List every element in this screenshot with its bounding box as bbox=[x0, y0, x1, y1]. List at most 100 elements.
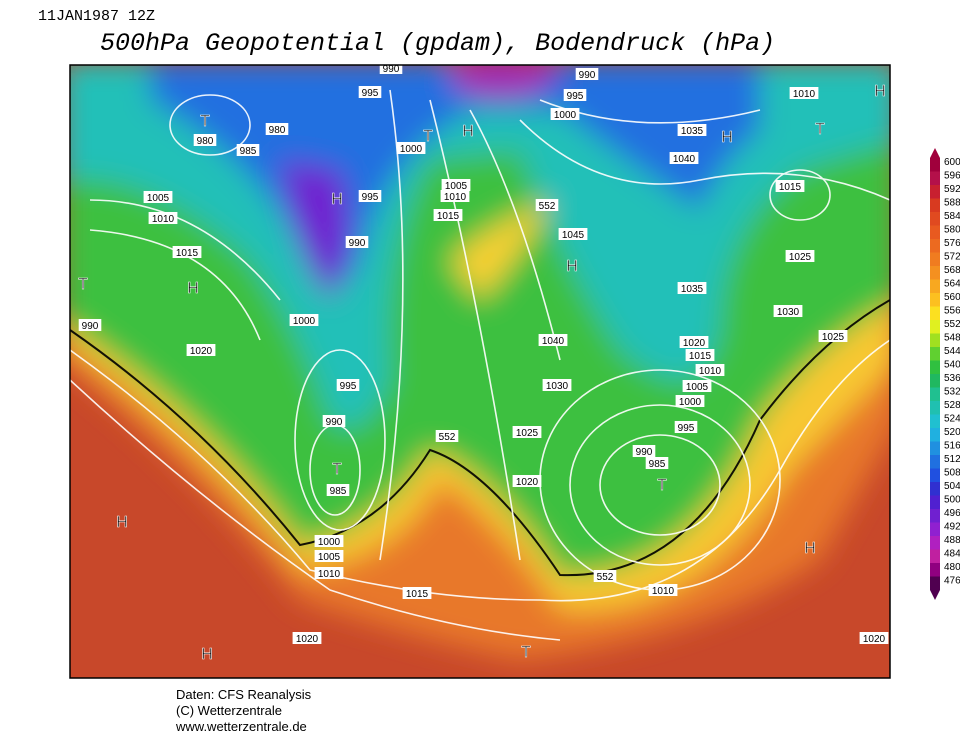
isobar-label: 1010 bbox=[793, 89, 816, 100]
legend-swatch bbox=[930, 306, 940, 320]
pressure-center: T bbox=[521, 644, 531, 661]
isobar-label: 1020 bbox=[863, 634, 886, 645]
legend-tick-label: 564 bbox=[944, 279, 960, 290]
isobar-label-box bbox=[433, 209, 463, 221]
isobar-label-box bbox=[440, 190, 470, 202]
isobar-label: 990 bbox=[82, 321, 99, 332]
isobar-label-box bbox=[550, 108, 580, 120]
isobar-label-box bbox=[859, 632, 889, 644]
legend-swatch bbox=[930, 266, 940, 280]
legend-swatch bbox=[930, 320, 940, 334]
legend-tick-label: 572 bbox=[944, 252, 960, 263]
isobar-label-box bbox=[148, 212, 178, 224]
legend-arrow-bottom bbox=[930, 590, 940, 600]
legend-swatch bbox=[930, 482, 940, 496]
pressure-center: H bbox=[874, 83, 886, 100]
isobar-label: 552 bbox=[597, 572, 614, 583]
isobar-label-box bbox=[336, 379, 360, 391]
legend-tick-label: 576 bbox=[944, 238, 960, 249]
legend-swatch bbox=[930, 239, 940, 253]
legend-tick-label: 596 bbox=[944, 171, 960, 182]
legend-tick-label: 548 bbox=[944, 333, 960, 344]
legend-tick-label: 536 bbox=[944, 373, 960, 384]
isobar-label-box bbox=[358, 86, 382, 98]
isobar-label: 995 bbox=[362, 192, 379, 203]
legend-swatch bbox=[930, 333, 940, 347]
legend-tick-label: 484 bbox=[944, 549, 960, 560]
isobar-label-box bbox=[512, 426, 542, 438]
legend-swatch bbox=[930, 198, 940, 212]
isobar-label-box bbox=[677, 124, 707, 136]
isobar-label: 985 bbox=[330, 486, 347, 497]
isobar-label: 1020 bbox=[296, 634, 319, 645]
pressure-center: H bbox=[201, 646, 213, 663]
isobar-label-box bbox=[314, 550, 344, 562]
isobar-label: 1000 bbox=[293, 316, 316, 327]
isobar-label-box bbox=[236, 144, 260, 156]
legend-swatch bbox=[930, 509, 940, 523]
isobar-label-box bbox=[773, 305, 803, 317]
isobar-label-box bbox=[186, 344, 216, 356]
legend-swatch bbox=[930, 495, 940, 509]
legend-tick-label: 516 bbox=[944, 441, 960, 452]
pressure-center: T bbox=[423, 128, 433, 145]
isobar-label: 980 bbox=[197, 136, 214, 147]
legend-swatch bbox=[930, 171, 940, 185]
date: 11JAN1987 12Z bbox=[38, 8, 155, 25]
isobar-label: 1010 bbox=[652, 586, 675, 597]
isobar-label-box bbox=[441, 179, 471, 191]
footer-line: Daten: CFS Reanalysis bbox=[176, 687, 312, 702]
isobar-label: 1015 bbox=[437, 211, 460, 222]
legend-tick-label: 540 bbox=[944, 360, 960, 371]
legend-tick-label: 560 bbox=[944, 292, 960, 303]
legend-tick-label: 480 bbox=[944, 562, 960, 573]
legend-swatch bbox=[930, 536, 940, 550]
isobar-label-box bbox=[538, 334, 568, 346]
legend-swatch bbox=[930, 414, 940, 428]
legend-tick-label: 528 bbox=[944, 400, 960, 411]
isobar-label: 1005 bbox=[147, 193, 170, 204]
pressure-center: T bbox=[200, 113, 210, 130]
isobar-label-box bbox=[265, 123, 289, 135]
isobar-label-box bbox=[789, 87, 819, 99]
isobar-label: 1000 bbox=[679, 397, 702, 408]
legend-swatch bbox=[930, 293, 940, 307]
isobar-label-box bbox=[326, 484, 350, 496]
legend-swatch bbox=[930, 360, 940, 374]
isobar-label: 990 bbox=[383, 64, 400, 75]
isobar-label: 1010 bbox=[152, 214, 175, 225]
legend-swatch bbox=[930, 185, 940, 199]
isobar-label-box bbox=[818, 330, 848, 342]
isobar-label-box bbox=[143, 191, 173, 203]
pressure-center: H bbox=[116, 514, 128, 531]
isobar-label-box bbox=[563, 89, 587, 101]
isobar-label-box bbox=[172, 246, 202, 258]
isobar-label: 552 bbox=[539, 201, 556, 212]
isobar-label-box bbox=[78, 319, 102, 331]
legend-tick-label: 544 bbox=[944, 346, 960, 357]
legend-swatch bbox=[930, 455, 940, 469]
isobar-label: 985 bbox=[240, 146, 257, 157]
legend-tick-label: 532 bbox=[944, 387, 960, 398]
legend-tick-label: 592 bbox=[944, 184, 960, 195]
isobar-label: 1045 bbox=[562, 230, 585, 241]
isobar-label: 1005 bbox=[686, 382, 709, 393]
isobar-label: 1015 bbox=[779, 182, 802, 193]
legend-tick-label: 584 bbox=[944, 211, 960, 222]
legend-tick-label: 488 bbox=[944, 535, 960, 546]
isobar-label: 980 bbox=[269, 125, 286, 136]
pressure-center: T bbox=[815, 121, 825, 138]
isobar-label-box bbox=[674, 421, 698, 433]
legend-tick-label: 496 bbox=[944, 508, 960, 519]
isobar-label: 990 bbox=[636, 447, 653, 458]
legend-swatch bbox=[930, 549, 940, 563]
legend-tick-label: 500 bbox=[944, 495, 960, 506]
pressure-center: H bbox=[721, 129, 733, 146]
isobar-label: 1015 bbox=[176, 248, 199, 259]
isobar-label-box bbox=[314, 567, 344, 579]
isobar-label-box bbox=[558, 228, 588, 240]
isobar-label-box bbox=[645, 457, 669, 469]
isobar-label: 1035 bbox=[681, 284, 704, 295]
isobar-label-box bbox=[396, 142, 426, 154]
isobar-label: 552 bbox=[439, 432, 456, 443]
